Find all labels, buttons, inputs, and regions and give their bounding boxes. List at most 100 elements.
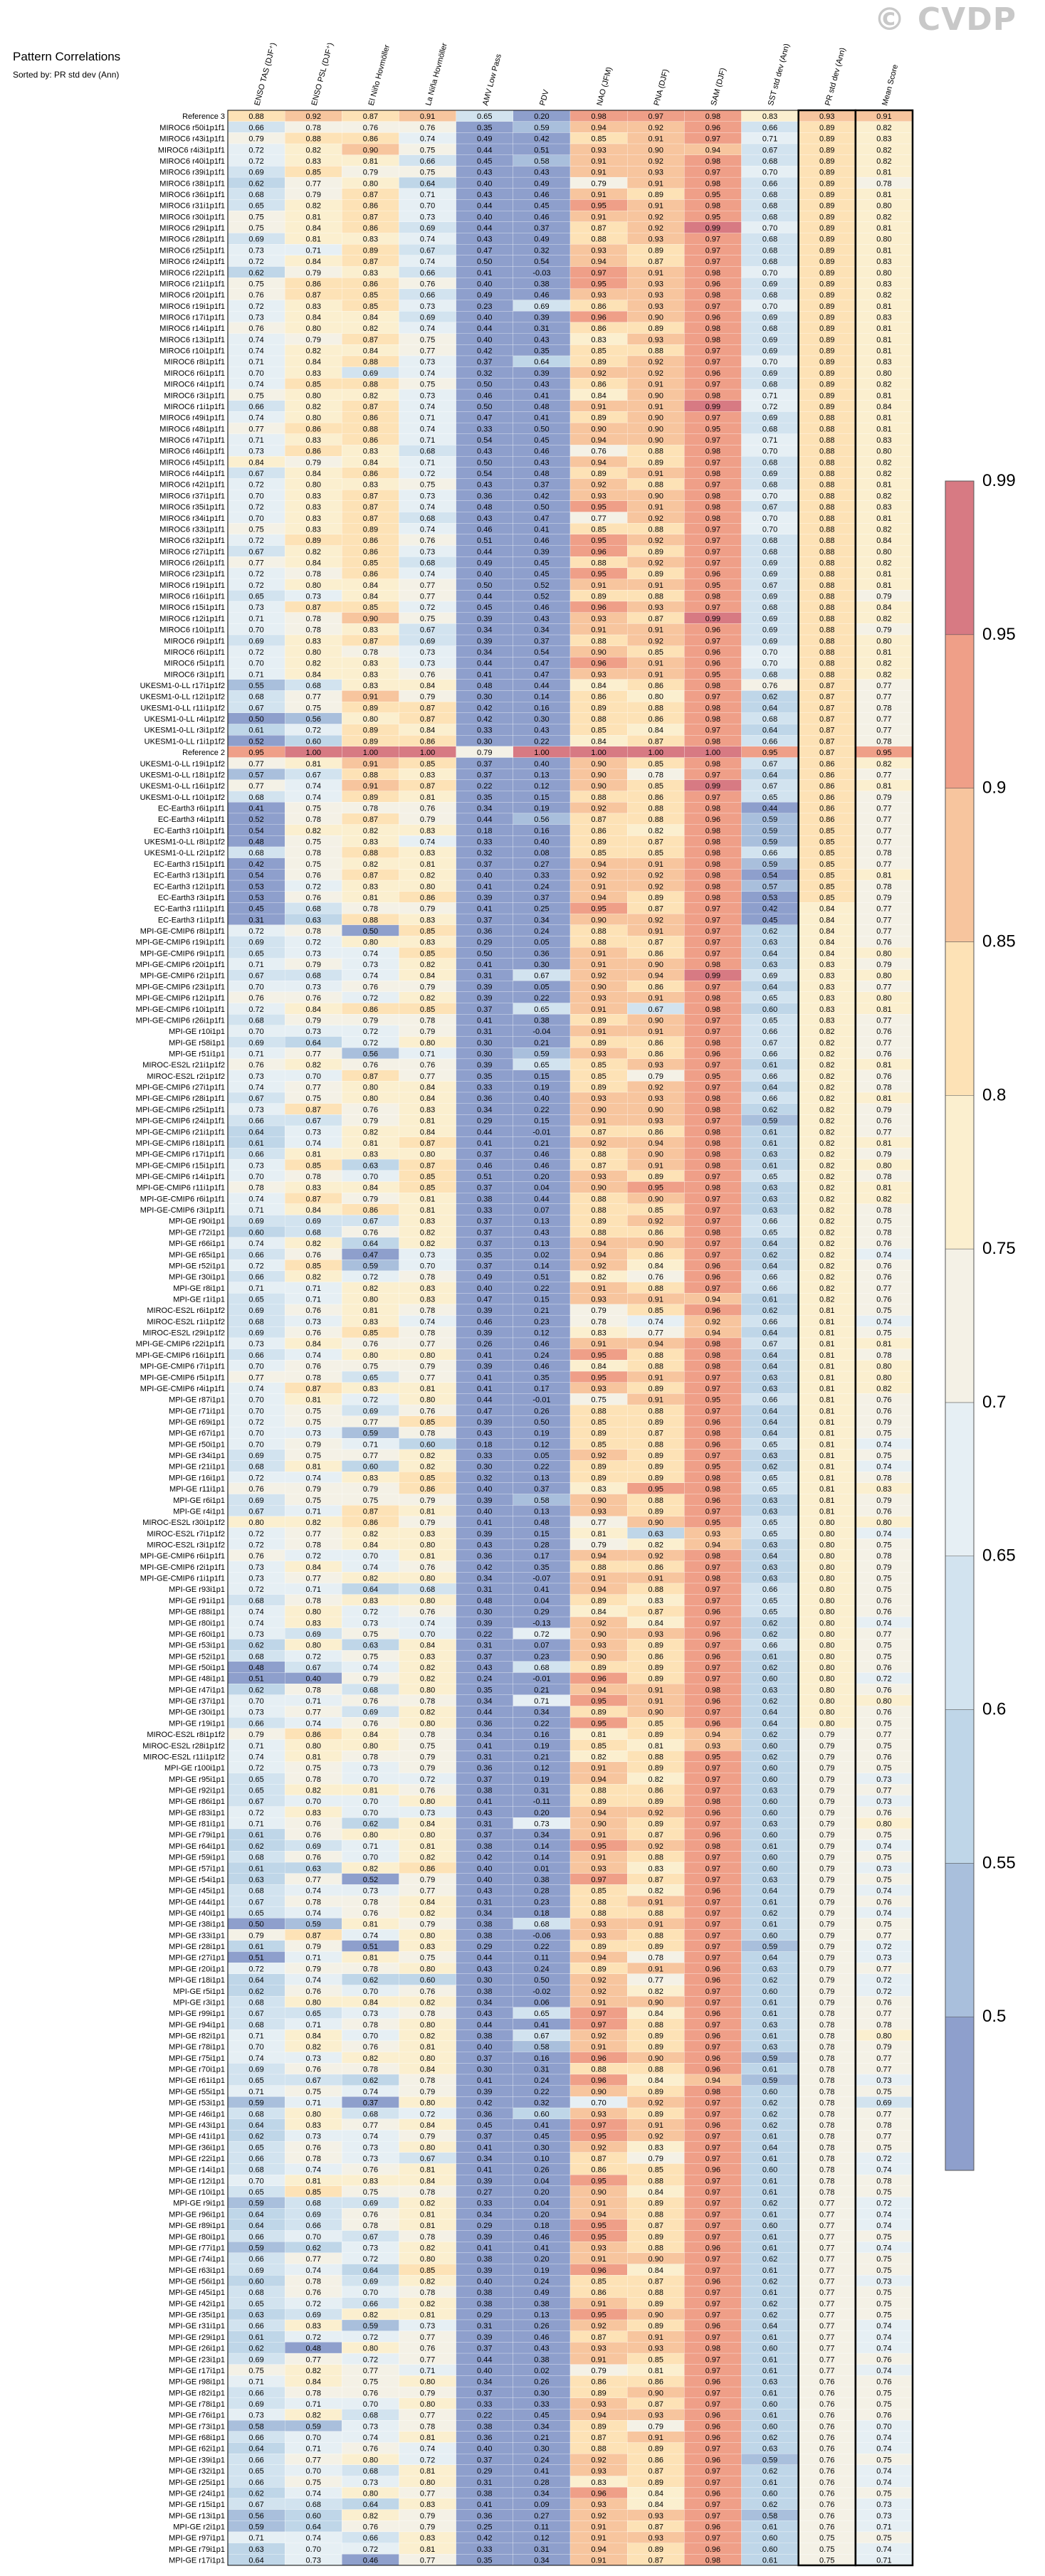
- row-label: MPI-GE r16i1p1: [169, 1474, 225, 1482]
- cell-value: 0.51: [363, 1943, 378, 1951]
- cell-value: 0.40: [534, 838, 549, 847]
- cell-value: 0.64: [306, 1039, 321, 1047]
- cell-value: 0.67: [762, 146, 777, 154]
- cell-value: 0.74: [876, 2322, 891, 2330]
- cell-value: 0.84: [591, 391, 606, 400]
- cell-value: 0.44: [477, 146, 492, 154]
- cell-value: 0.95: [705, 213, 720, 221]
- cell-value: 0.98: [705, 157, 720, 166]
- cell-value: 0.96: [705, 648, 720, 657]
- cell-value: 0.80: [420, 1931, 435, 1940]
- cell-value: 0.67: [420, 2155, 435, 2163]
- cell-value: 0.65: [534, 1005, 549, 1014]
- cell-value: 0.75: [876, 1764, 891, 1773]
- cell-value: 0.72: [306, 2300, 321, 2308]
- cell-value: 0.32: [534, 2099, 549, 2108]
- cell-value: 0.91: [648, 994, 663, 1003]
- cell-value: 0.74: [306, 2266, 321, 2275]
- row-label: MPI-GE r92i1p1: [169, 1787, 225, 1795]
- cell-value: 0.80: [876, 2032, 891, 2041]
- cell-value: 0.71: [248, 436, 263, 445]
- cell-value: 0.74: [876, 1842, 891, 1851]
- cell-value: 0.63: [762, 1563, 777, 1572]
- cell-value: 0.63: [248, 1876, 263, 1884]
- cell-value: 0.81: [876, 324, 891, 333]
- cell-value: 0.93: [591, 1385, 606, 1393]
- cell-value: 0.57: [248, 771, 263, 779]
- cell-value: 0.99: [705, 972, 720, 981]
- cell-value: 0.50: [248, 715, 263, 724]
- cell-value: 0.87: [819, 727, 834, 735]
- cell-value: 0.47: [363, 1251, 378, 1260]
- cell-value: 0.92: [648, 882, 663, 891]
- cell-value: 0.91: [648, 1296, 663, 1304]
- cell-value: 0.74: [420, 503, 435, 512]
- cell-value: 0.81: [876, 872, 891, 880]
- cell-value: 0.78: [420, 1016, 435, 1025]
- cell-value: 0.74: [248, 1619, 263, 1627]
- cell-value: 0.72: [306, 1552, 321, 1561]
- cell-value: 0.90: [591, 916, 606, 924]
- cell-value: 0.61: [762, 1842, 777, 1851]
- cell-value: 0.93: [591, 1864, 606, 1873]
- cell-value: 0.89: [819, 124, 834, 132]
- cell-value: 0.86: [648, 793, 663, 802]
- row-label: EC-Earth3 r13i1p1f1: [154, 872, 225, 880]
- cell-value: 0.75: [306, 860, 321, 869]
- cell-value: 0.38: [534, 1016, 549, 1025]
- cell-value: 0.50: [534, 503, 549, 512]
- cell-value: 0.88: [591, 1206, 606, 1215]
- cell-value: 0.70: [762, 358, 777, 366]
- cell-value: 0.82: [819, 1028, 834, 1036]
- cell-value: 0.97: [705, 458, 720, 467]
- cell-value: 0.93: [648, 603, 663, 612]
- cell-value: 0.41: [534, 1585, 549, 1594]
- cell-value: 0.71: [420, 191, 435, 199]
- cell-value: 0.31: [477, 1642, 492, 1650]
- cell-value: 0.62: [363, 2076, 378, 2085]
- cell-value: 0.39: [477, 637, 492, 645]
- cell-value: 0.43: [477, 448, 492, 456]
- row-label: MPI-GE r47i1p1: [169, 1686, 225, 1694]
- cell-value: 0.80: [306, 1642, 321, 1650]
- cell-value: 0.75: [876, 1541, 891, 1550]
- cell-value: 0.93: [591, 1921, 606, 1929]
- cell-value: 0.97: [705, 436, 720, 445]
- cell-value: 0.46: [534, 1151, 549, 1159]
- cell-value: 0.67: [420, 246, 435, 255]
- row-label: MIROC6 r1i1p1f1: [164, 403, 225, 411]
- cell-value: 0.97: [705, 1854, 720, 1862]
- cell-value: 0.72: [876, 2155, 891, 2163]
- cell-value: 0.81: [819, 1430, 834, 1438]
- cell-value: 0.44: [477, 224, 492, 233]
- sort-subtitle: Sorted by: PR std dev (Ann): [13, 70, 119, 80]
- cell-value: 0.89: [591, 1965, 606, 1973]
- cell-value: 0.78: [876, 849, 891, 857]
- row-label: MPI-GE r4i1p1: [173, 1507, 225, 1516]
- cell-value: 0.90: [591, 1652, 606, 1661]
- cell-value: 0.78: [876, 2121, 891, 2130]
- cell-value: 0.67: [306, 1117, 321, 1126]
- cell-value: 0.84: [306, 670, 321, 679]
- cell-value: 0.38: [477, 1988, 492, 1996]
- cell-value: 0.81: [420, 2311, 435, 2320]
- cell-value: 0.87: [363, 503, 378, 512]
- cell-value: 0.87: [648, 1608, 663, 1617]
- cell-value: 0.69: [363, 1407, 378, 1415]
- cell-value: 0.83: [306, 1619, 321, 1627]
- cell-value: 0.79: [819, 1820, 834, 1829]
- cell-value: 0.39: [477, 994, 492, 1003]
- cell-value: 0.37: [477, 358, 492, 366]
- cell-value: 0.61: [762, 1652, 777, 1661]
- cell-value: 0.81: [306, 1463, 321, 1472]
- cell-value: 0.81: [363, 1954, 378, 1963]
- cell-value: 1.00: [306, 749, 321, 757]
- cell-value: 0.88: [819, 559, 834, 568]
- cell-value: 0.95: [705, 191, 720, 199]
- cell-value: 0.80: [819, 1664, 834, 1672]
- row-label: MIROC6 r3i1p1f1: [164, 670, 225, 679]
- cell-value: 0.72: [876, 1988, 891, 1996]
- cell-value: 0.79: [876, 894, 891, 902]
- cell-value: 0.93: [819, 112, 834, 121]
- cell-value: 0.75: [306, 2088, 321, 2096]
